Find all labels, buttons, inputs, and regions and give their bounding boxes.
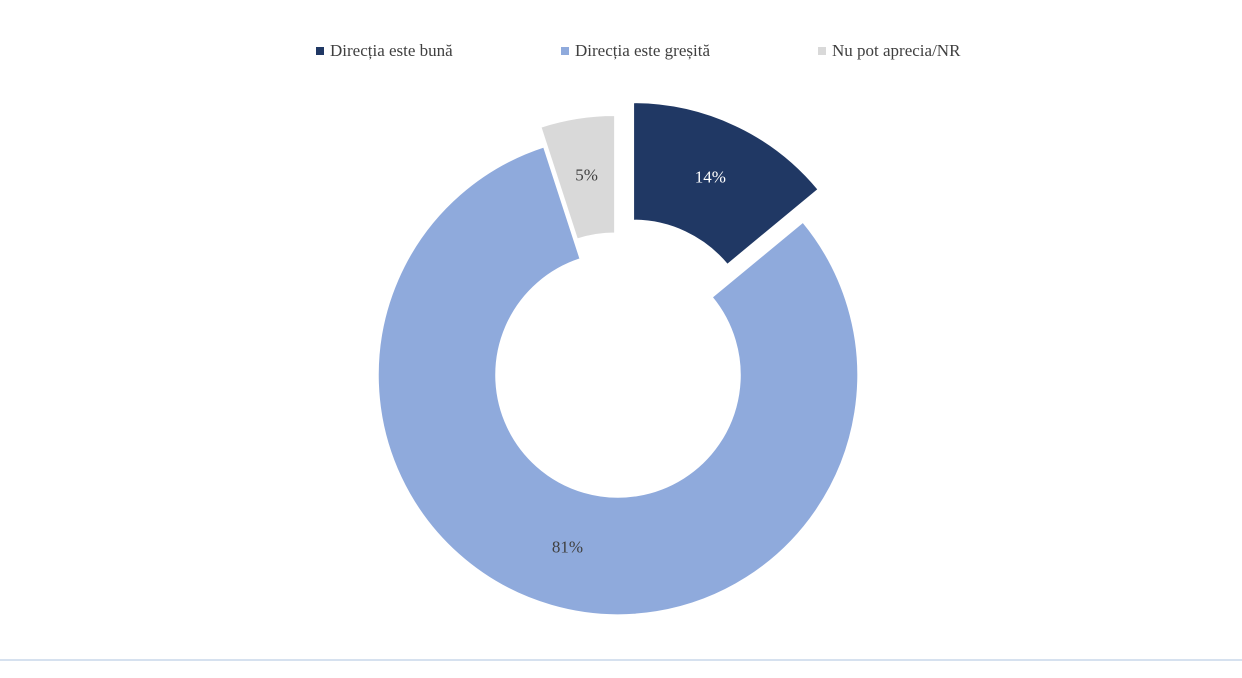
legend-swatch bbox=[818, 47, 826, 55]
legend-swatch bbox=[316, 47, 324, 55]
donut-segment bbox=[539, 114, 616, 241]
legend-label: Nu pot aprecia/NR bbox=[832, 41, 961, 60]
legend-label: Direcția este bună bbox=[330, 41, 453, 60]
donut-segment bbox=[632, 101, 820, 266]
data-label: 5% bbox=[575, 165, 598, 184]
donut-segment bbox=[377, 145, 859, 616]
data-label: 14% bbox=[695, 168, 726, 187]
plot-area: 14% 81% 5% bbox=[377, 101, 859, 616]
legend: Direcția este bună Direcția este greșită N… bbox=[316, 41, 961, 60]
data-label: 81% bbox=[552, 538, 583, 557]
legend-label: Direcția este greșită bbox=[575, 41, 710, 60]
legend-swatch bbox=[561, 47, 569, 55]
